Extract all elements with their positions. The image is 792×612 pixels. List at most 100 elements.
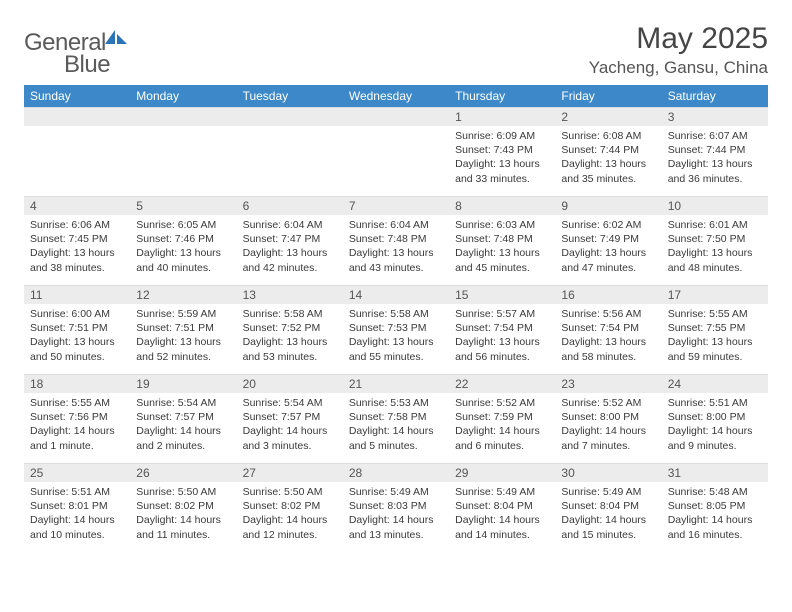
day-number: 31: [662, 463, 768, 482]
calendar-day-cell: 24Sunrise: 5:51 AMSunset: 8:00 PMDayligh…: [662, 374, 768, 463]
day-number: 4: [24, 196, 130, 215]
day-detail-line: and 12 minutes.: [243, 528, 337, 542]
day-number: 18: [24, 374, 130, 393]
day-details: Sunrise: 5:54 AMSunset: 7:57 PMDaylight:…: [237, 393, 343, 457]
day-detail-line: Sunrise: 5:54 AM: [243, 396, 337, 410]
calendar-day-cell: 28Sunrise: 5:49 AMSunset: 8:03 PMDayligh…: [343, 463, 449, 552]
day-detail-line: Sunrise: 6:09 AM: [455, 129, 549, 143]
day-detail-line: and 1 minute.: [30, 439, 124, 453]
day-number: 9: [555, 196, 661, 215]
day-detail-line: Sunset: 7:56 PM: [30, 410, 124, 424]
day-detail-line: Sunrise: 5:59 AM: [136, 307, 230, 321]
day-number: 6: [237, 196, 343, 215]
day-detail-line: Daylight: 14 hours: [561, 424, 655, 438]
day-detail-line: and 38 minutes.: [30, 261, 124, 275]
day-number: [24, 107, 130, 126]
day-detail-line: Sunrise: 5:50 AM: [243, 485, 337, 499]
day-detail-line: Daylight: 14 hours: [349, 513, 443, 527]
day-detail-line: Sunrise: 6:08 AM: [561, 129, 655, 143]
day-detail-line: Sunset: 7:59 PM: [455, 410, 549, 424]
day-number: 29: [449, 463, 555, 482]
day-detail-line: Sunset: 8:03 PM: [349, 499, 443, 513]
day-detail-line: and 5 minutes.: [349, 439, 443, 453]
day-detail-line: Sunrise: 5:49 AM: [349, 485, 443, 499]
day-detail-line: Sunset: 7:43 PM: [455, 143, 549, 157]
day-details: Sunrise: 6:02 AMSunset: 7:49 PMDaylight:…: [555, 215, 661, 279]
day-details: Sunrise: 6:04 AMSunset: 7:47 PMDaylight:…: [237, 215, 343, 279]
day-details: Sunrise: 6:07 AMSunset: 7:44 PMDaylight:…: [662, 126, 768, 190]
day-detail-line: Sunrise: 5:55 AM: [30, 396, 124, 410]
day-detail-line: Sunrise: 5:50 AM: [136, 485, 230, 499]
day-detail-line: Sunset: 8:00 PM: [668, 410, 762, 424]
calendar-day-cell: 2Sunrise: 6:08 AMSunset: 7:44 PMDaylight…: [555, 107, 661, 196]
day-number: 15: [449, 285, 555, 304]
location: Yacheng, Gansu, China: [589, 58, 768, 78]
day-detail-line: and 33 minutes.: [455, 172, 549, 186]
day-detail-line: and 56 minutes.: [455, 350, 549, 364]
day-details: Sunrise: 5:56 AMSunset: 7:54 PMDaylight:…: [555, 304, 661, 368]
day-detail-line: Daylight: 14 hours: [243, 513, 337, 527]
calendar-day-cell: 23Sunrise: 5:52 AMSunset: 8:00 PMDayligh…: [555, 374, 661, 463]
day-details: Sunrise: 5:52 AMSunset: 7:59 PMDaylight:…: [449, 393, 555, 457]
day-detail-line: Daylight: 13 hours: [455, 157, 549, 171]
day-detail-line: Daylight: 14 hours: [243, 424, 337, 438]
calendar-day-cell: 30Sunrise: 5:49 AMSunset: 8:04 PMDayligh…: [555, 463, 661, 552]
day-detail-line: Sunset: 7:57 PM: [243, 410, 337, 424]
day-detail-line: Sunset: 7:53 PM: [349, 321, 443, 335]
day-detail-line: Sunset: 8:00 PM: [561, 410, 655, 424]
day-number: [130, 107, 236, 126]
day-detail-line: Sunrise: 6:03 AM: [455, 218, 549, 232]
day-detail-line: Sunset: 7:47 PM: [243, 232, 337, 246]
day-details: Sunrise: 5:55 AMSunset: 7:56 PMDaylight:…: [24, 393, 130, 457]
day-detail-line: Daylight: 13 hours: [561, 335, 655, 349]
day-detail-line: Sunrise: 5:56 AM: [561, 307, 655, 321]
day-detail-line: Sunrise: 5:55 AM: [668, 307, 762, 321]
day-detail-line: Daylight: 13 hours: [30, 335, 124, 349]
weekday-header-row: Sunday Monday Tuesday Wednesday Thursday…: [24, 85, 768, 107]
weekday-header: Thursday: [449, 85, 555, 107]
calendar-day-cell: 11Sunrise: 6:00 AMSunset: 7:51 PMDayligh…: [24, 285, 130, 374]
day-detail-line: Daylight: 13 hours: [455, 335, 549, 349]
day-detail-line: and 45 minutes.: [455, 261, 549, 275]
day-number: 14: [343, 285, 449, 304]
calendar-week-row: 1Sunrise: 6:09 AMSunset: 7:43 PMDaylight…: [24, 107, 768, 196]
day-detail-line: Daylight: 13 hours: [136, 246, 230, 260]
day-number: 12: [130, 285, 236, 304]
day-number: 19: [130, 374, 236, 393]
day-detail-line: Sunset: 7:45 PM: [30, 232, 124, 246]
day-detail-line: and 15 minutes.: [561, 528, 655, 542]
day-detail-line: Sunrise: 6:00 AM: [30, 307, 124, 321]
day-detail-line: Sunset: 7:46 PM: [136, 232, 230, 246]
day-detail-line: and 42 minutes.: [243, 261, 337, 275]
day-detail-line: and 14 minutes.: [455, 528, 549, 542]
day-detail-line: Sunset: 7:50 PM: [668, 232, 762, 246]
calendar-day-cell: 29Sunrise: 5:49 AMSunset: 8:04 PMDayligh…: [449, 463, 555, 552]
calendar-day-cell: 12Sunrise: 5:59 AMSunset: 7:51 PMDayligh…: [130, 285, 236, 374]
calendar-day-cell: [130, 107, 236, 196]
day-detail-line: Sunrise: 5:52 AM: [455, 396, 549, 410]
day-number: [343, 107, 449, 126]
day-detail-line: Sunrise: 6:04 AM: [243, 218, 337, 232]
day-detail-line: Daylight: 13 hours: [561, 157, 655, 171]
day-detail-line: Daylight: 14 hours: [30, 513, 124, 527]
calendar-day-cell: 4Sunrise: 6:06 AMSunset: 7:45 PMDaylight…: [24, 196, 130, 285]
day-detail-line: Sunrise: 5:53 AM: [349, 396, 443, 410]
calendar-day-cell: 14Sunrise: 5:58 AMSunset: 7:53 PMDayligh…: [343, 285, 449, 374]
day-details: Sunrise: 6:01 AMSunset: 7:50 PMDaylight:…: [662, 215, 768, 279]
day-detail-line: and 50 minutes.: [30, 350, 124, 364]
calendar-day-cell: 27Sunrise: 5:50 AMSunset: 8:02 PMDayligh…: [237, 463, 343, 552]
day-number: 25: [24, 463, 130, 482]
day-detail-line: and 3 minutes.: [243, 439, 337, 453]
day-detail-line: Sunset: 7:49 PM: [561, 232, 655, 246]
day-number: 23: [555, 374, 661, 393]
calendar-day-cell: [24, 107, 130, 196]
day-detail-line: Sunrise: 6:02 AM: [561, 218, 655, 232]
day-detail-line: Daylight: 14 hours: [455, 513, 549, 527]
day-number: 8: [449, 196, 555, 215]
calendar-day-cell: 15Sunrise: 5:57 AMSunset: 7:54 PMDayligh…: [449, 285, 555, 374]
day-details: Sunrise: 5:48 AMSunset: 8:05 PMDaylight:…: [662, 482, 768, 546]
calendar-day-cell: 8Sunrise: 6:03 AMSunset: 7:48 PMDaylight…: [449, 196, 555, 285]
calendar-day-cell: 7Sunrise: 6:04 AMSunset: 7:48 PMDaylight…: [343, 196, 449, 285]
calendar-day-cell: 3Sunrise: 6:07 AMSunset: 7:44 PMDaylight…: [662, 107, 768, 196]
day-detail-line: Sunrise: 5:58 AM: [243, 307, 337, 321]
